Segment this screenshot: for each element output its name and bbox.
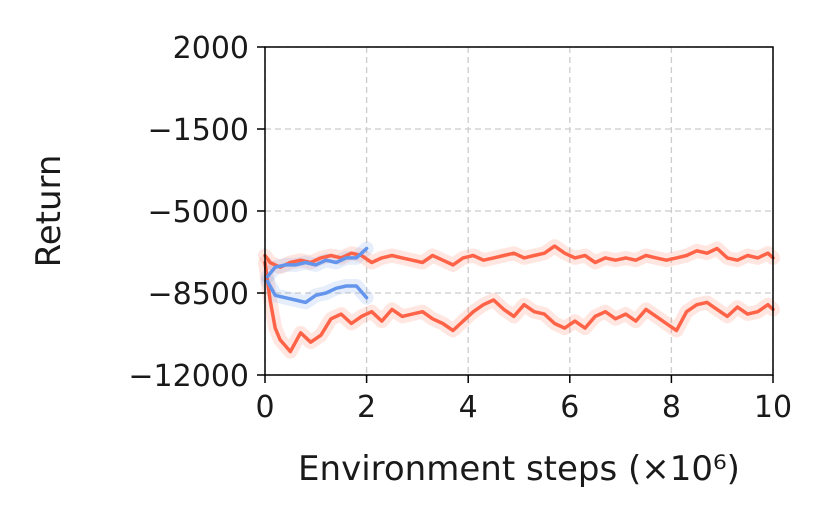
series-line-0	[263, 244, 775, 269]
y-tick-label: −5000	[148, 195, 249, 230]
series-lines	[263, 244, 775, 354]
series-line-1	[263, 260, 775, 354]
x-tick-label: 2	[357, 390, 376, 425]
y-tick-label: −1500	[148, 113, 249, 148]
series-line-3	[265, 279, 369, 305]
grid-lines	[264, 46, 774, 376]
y-tick-label: −12000	[128, 359, 249, 394]
y-tick-label: 2000	[173, 31, 249, 66]
series-line-2	[265, 246, 369, 279]
series-band-1	[258, 255, 780, 359]
x-tick-label: 0	[255, 390, 274, 425]
x-tick-label: 4	[459, 390, 478, 425]
y-axis-label: Return	[29, 155, 69, 268]
x-tick-label: 8	[662, 390, 681, 425]
x-tick-label: 10	[754, 390, 792, 425]
x-axis-label: Environment steps (×10⁶)	[298, 449, 740, 489]
x-tick-label: 6	[560, 390, 579, 425]
y-tick-label: −8500	[148, 277, 249, 312]
axis-ticks: 0 2 4 6 8 10 2000 −1500 −5000 −8500 −12000	[128, 31, 792, 425]
